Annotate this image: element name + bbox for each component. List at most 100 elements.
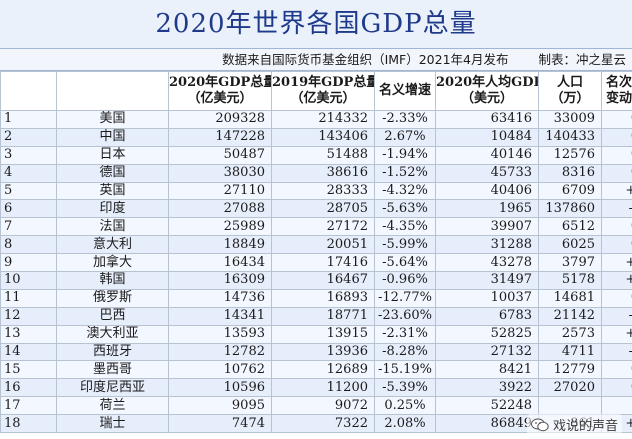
cell-country: 美国 xyxy=(56,110,169,129)
table-row: 17 荷兰 9095 9072 0.25% 52248 xyxy=(0,396,632,416)
cell-gdp2020: 147228 xyxy=(168,127,272,147)
cell-country: 荷兰 xyxy=(56,396,169,416)
cell-rank-change: 0 xyxy=(601,145,632,165)
data-source-note: 数据来自国际货币基金组织（IMF）2021年4月发布 xyxy=(222,52,509,67)
cell-per-capita: 52248 xyxy=(435,396,539,416)
cell-growth: -1.52% xyxy=(374,163,436,183)
cell-per-capita: 27132 xyxy=(435,342,539,362)
cell-rank: 16 xyxy=(0,378,57,398)
cell-gdp2019: 143406 xyxy=(271,127,375,147)
cell-gdp2020: 25989 xyxy=(168,217,272,237)
cell-per-capita: 40146 xyxy=(435,145,539,165)
cell-rank-change: +1 xyxy=(601,324,632,344)
cell-growth: -15.19% xyxy=(374,360,436,380)
cell-rank: 12 xyxy=(0,306,57,326)
cell-per-capita: 63416 xyxy=(435,110,539,129)
cell-gdp2019: 28705 xyxy=(271,199,375,219)
header-gdp2019: 2019年GDP总量 （亿美元） xyxy=(271,71,375,111)
watermark: 戏说的声音 xyxy=(526,414,622,435)
cell-rank: 11 xyxy=(0,288,57,308)
cell-gdp2020: 9095 xyxy=(168,396,272,416)
cell-rank-change: 0 xyxy=(601,127,632,147)
cell-rank-change: 0 xyxy=(601,163,632,183)
page-title: 2020年世界各国GDP总量 xyxy=(0,0,632,49)
cell-country: 澳大利亚 xyxy=(56,324,169,344)
cell-gdp2020: 27088 xyxy=(168,199,272,219)
cell-growth: -4.35% xyxy=(374,217,436,237)
cell-growth: -8.28% xyxy=(374,342,436,362)
watermark-text: 戏说的声音 xyxy=(552,419,618,434)
cell-rank: 2 xyxy=(0,127,57,147)
cell-gdp2019: 13936 xyxy=(271,342,375,362)
cell-country: 印度 xyxy=(56,199,169,219)
cell-country: 德国 xyxy=(56,163,169,183)
cell-growth: -1.94% xyxy=(374,145,436,165)
cell-country: 英国 xyxy=(56,181,169,201)
cell-gdp2020: 14736 xyxy=(168,288,272,308)
cell-growth: -5.39% xyxy=(374,378,436,398)
cell-gdp2020: 50487 xyxy=(168,145,272,165)
cell-gdp2020: 7474 xyxy=(168,414,272,434)
cell-rank: 18 xyxy=(0,414,57,434)
cell-growth: -5.64% xyxy=(374,253,436,273)
cell-gdp2020: 10596 xyxy=(168,378,272,398)
cell-gdp2019: 38616 xyxy=(271,163,375,183)
cell-country: 法国 xyxy=(56,217,169,237)
cell-rank-change: 0 xyxy=(601,378,632,398)
cell-gdp2019: 16467 xyxy=(271,271,375,290)
cell-per-capita: 3922 xyxy=(435,378,539,398)
cell-population: 12779 xyxy=(538,360,602,380)
cell-rank: 6 xyxy=(0,199,57,219)
cell-population: 137860 xyxy=(538,199,602,219)
subtitle-bar: 数据来自国际货币基金组织（IMF）2021年4月发布 制表：冲之星云 xyxy=(0,49,632,71)
cell-rank: 15 xyxy=(0,360,57,380)
cell-gdp2020: 10762 xyxy=(168,360,272,380)
cell-rank-change: +1 xyxy=(601,181,632,201)
cell-gdp2019: 214332 xyxy=(271,110,375,129)
cell-rank: 4 xyxy=(0,163,57,183)
cell-per-capita: 10037 xyxy=(435,288,539,308)
cell-population xyxy=(538,396,602,416)
cell-gdp2020: 13593 xyxy=(168,324,272,344)
cell-growth: 2.08% xyxy=(374,414,436,434)
cell-rank: 9 xyxy=(0,253,57,273)
cell-rank: 10 xyxy=(0,271,57,290)
cell-population: 33009 xyxy=(538,110,602,129)
cell-gdp2020: 209328 xyxy=(168,110,272,129)
cell-growth: -4.32% xyxy=(374,181,436,201)
cell-rank-change: -1 xyxy=(601,199,632,219)
cell-per-capita: 86849 xyxy=(435,414,539,434)
cell-gdp2019: 16893 xyxy=(271,288,375,308)
cell-gdp2020: 27110 xyxy=(168,181,272,201)
cell-country: 加拿大 xyxy=(56,253,169,273)
cell-gdp2019: 17416 xyxy=(271,253,375,273)
cell-gdp2019: 13915 xyxy=(271,324,375,344)
cell-population: 14681 xyxy=(538,288,602,308)
cell-rank: 1 xyxy=(0,110,57,129)
cell-country: 韩国 xyxy=(56,271,169,290)
cell-per-capita: 45733 xyxy=(435,163,539,183)
author-note: 制表：冲之星云 xyxy=(538,52,626,67)
cell-population: 140433 xyxy=(538,127,602,147)
cell-rank: 14 xyxy=(0,342,57,362)
cell-growth: -5.63% xyxy=(374,199,436,219)
cell-country: 瑞士 xyxy=(56,414,169,434)
cell-gdp2019: 27172 xyxy=(271,217,375,237)
cell-gdp2020: 14341 xyxy=(168,306,272,326)
cell-rank-change: 0 xyxy=(601,110,632,129)
cell-growth: -12.77% xyxy=(374,288,436,308)
cell-per-capita: 31497 xyxy=(435,271,539,290)
cell-population: 5178 xyxy=(538,271,602,290)
cell-population: 21142 xyxy=(538,306,602,326)
cell-population: 8316 xyxy=(538,163,602,183)
cell-population: 4711 xyxy=(538,342,602,362)
cell-population: 6025 xyxy=(538,235,602,255)
